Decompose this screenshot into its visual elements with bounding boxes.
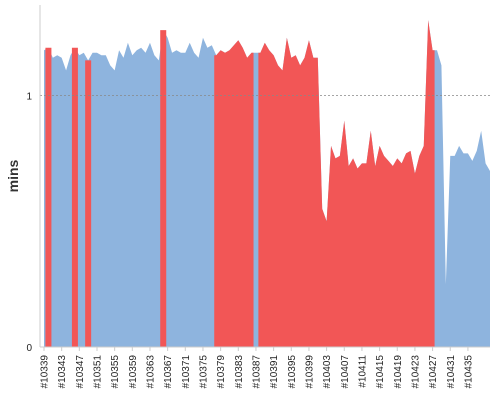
x-tick-label: #10343 — [57, 355, 68, 389]
x-tick-label: #10419 — [393, 355, 404, 389]
x-tick-label: #10391 — [269, 355, 280, 389]
x-tick-label: #10347 — [75, 355, 86, 389]
x-tick-label: #10383 — [234, 355, 245, 389]
x-tick-label: #10359 — [128, 355, 139, 389]
y-tick-label: 1 — [26, 92, 32, 103]
x-tick-label: #10387 — [251, 355, 262, 389]
y-axis-title: mins — [5, 159, 21, 192]
x-tick-label: #10431 — [446, 355, 457, 389]
x-tick-label: #10379 — [216, 355, 227, 389]
x-tick-label: #10351 — [92, 355, 103, 389]
plot-area — [44, 20, 490, 348]
x-tick-label: #10415 — [375, 355, 386, 389]
highlight-band — [214, 40, 254, 348]
highlight-band — [160, 30, 167, 348]
highlight-band — [85, 60, 92, 347]
x-tick-label: #10339 — [40, 355, 51, 389]
x-tick-label: #10423 — [410, 355, 421, 389]
x-tick-label: #10427 — [428, 355, 439, 389]
highlight-band — [71, 47, 78, 347]
axes: 0 1 #10339 #10343 #10347 #10351 #10355 #10359 #1… — [26, 5, 490, 388]
x-tick-label: #10367 — [163, 355, 174, 389]
x-tick-label: #10395 — [287, 355, 298, 389]
x-tick-label: #10399 — [304, 355, 315, 389]
x-tick-label: #10407 — [340, 355, 351, 389]
y-tick-label: 0 — [26, 343, 32, 354]
x-tick-label: #10435 — [463, 355, 474, 389]
x-tick-label: #10403 — [322, 355, 333, 389]
highlight-band — [258, 20, 435, 348]
highlight-band — [45, 47, 52, 347]
x-tick-label: #10363 — [145, 355, 156, 389]
x-tick-label: #10375 — [198, 355, 209, 389]
x-tick-label: #10355 — [110, 355, 121, 389]
x-tick-label: #10411 — [357, 355, 368, 388]
x-tick-label: #10371 — [181, 355, 192, 389]
